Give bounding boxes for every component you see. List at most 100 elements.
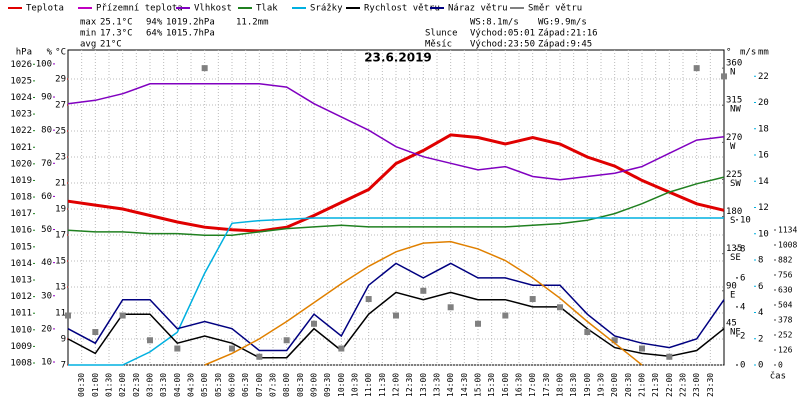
y-tick-label: 126 [778, 346, 793, 355]
y-tick-label: 27 [55, 100, 66, 110]
x-tick-label: 17:00 [528, 373, 537, 397]
line [67, 133, 725, 233]
line [204, 240, 643, 366]
x-tick-label: 00:30 [77, 373, 86, 397]
y-tick-label: 1021 [10, 143, 32, 153]
y-tick-label: 6 [758, 282, 763, 292]
y-tick-label: 180 [726, 207, 742, 217]
x-tick-label: 01:00 [91, 373, 100, 397]
info: Slunce [425, 29, 458, 39]
x-tick-label: 05:30 [214, 373, 223, 397]
y-tick-label: 882 [778, 256, 793, 265]
x-tick-label: 19:30 [597, 373, 606, 397]
x-tick-label: 07:00 [255, 373, 264, 397]
point [557, 304, 563, 311]
axis-title: °C [55, 48, 66, 58]
y-tick-label: 1019 [10, 176, 32, 186]
point [311, 320, 317, 327]
point [393, 312, 399, 319]
point [229, 345, 235, 352]
x-tick-label: 08:00 [282, 373, 291, 397]
info: Měsíc [425, 40, 452, 50]
stat: 25.1°C [100, 18, 133, 28]
y-tick-label: 1023 [10, 110, 32, 120]
y-tick-label: 90 [41, 93, 52, 103]
y-tick-label: 14 [758, 177, 769, 187]
axis-title: mm [758, 48, 769, 58]
y-tick-label: 30 [41, 291, 52, 301]
x-tick-label: 09:30 [323, 373, 332, 397]
direction-label: W [730, 142, 736, 152]
y-tick-label: 11 [55, 308, 66, 318]
x-tick-label: 11:30 [378, 373, 387, 397]
x-tick-label: 22:00 [665, 373, 674, 397]
x-tick-label: 07:30 [269, 373, 278, 397]
y-tick-label: 50 [41, 225, 52, 235]
x-tick-label: 14:00 [446, 373, 455, 397]
x-tick-label: 02:00 [118, 373, 127, 397]
legend-label: Srážky [310, 4, 343, 14]
y-tick-label: 21 [55, 178, 66, 188]
x-tick-label: 23:30 [706, 373, 715, 397]
y-tick-label: 0 [740, 361, 745, 371]
x-tick-label: 23:00 [692, 373, 701, 397]
y-tick-label: 1134 [778, 226, 797, 235]
legend-label: Přízemní teplota [96, 4, 183, 14]
y-tick-label: 1024 [10, 93, 32, 103]
y-tick-label: 1026 [10, 60, 32, 70]
y-tick-label: 22 [758, 72, 769, 82]
y-tick-label: 90 [726, 281, 737, 291]
x-tick-label: 11:00 [364, 373, 373, 397]
legend-label: Vlhkost [194, 4, 232, 14]
line [67, 83, 725, 181]
point [721, 73, 727, 80]
y-tick-label: 1022 [10, 126, 32, 136]
y-tick-label: 1008 [778, 241, 797, 250]
point [502, 312, 509, 319]
y-tick-label: 15 [55, 256, 66, 266]
y-tick-label: 1018 [10, 193, 32, 203]
y-tick-label: 45 [726, 318, 737, 328]
y-tick-label: 1015 [10, 242, 32, 252]
y-tick-label: 8 [740, 244, 745, 254]
point [611, 337, 618, 344]
y-tick-label: 9 [61, 334, 66, 344]
x-tick-label: 02:30 [132, 373, 141, 397]
axis-title: % [47, 48, 53, 58]
y-tick-label: 25 [55, 126, 66, 136]
point [693, 65, 700, 72]
point [365, 296, 372, 303]
x-tick-label: 03:00 [146, 373, 155, 397]
point [65, 312, 71, 319]
y-tick-label: 10 [41, 358, 52, 368]
axis-title: m/s [740, 48, 756, 58]
x-tick-label: 08:30 [296, 373, 305, 397]
stat: 11.2mm [236, 18, 269, 28]
y-tick-label: 1009 [10, 342, 32, 352]
y-tick-label: 1012 [10, 292, 32, 302]
y-tick-label: 17 [55, 230, 66, 240]
x-tick-label: 15:00 [474, 373, 483, 397]
direction-label: S [730, 216, 735, 226]
direction-label: SE [730, 253, 741, 263]
y-tick-label: 16 [758, 151, 769, 161]
y-tick-label: 20 [758, 98, 769, 108]
y-tick-label: 10 [740, 215, 751, 225]
x-tick-label: 04:30 [187, 373, 196, 397]
y-tick-label: 13 [55, 282, 66, 292]
x-tick-label: 12:30 [405, 373, 414, 397]
y-tick-label: 378 [778, 316, 793, 325]
line [67, 176, 725, 236]
legend-label: Náraz větru [448, 4, 508, 14]
legend-label: Rychlost větru [364, 4, 440, 14]
info: Východ:05:01 [470, 29, 535, 39]
direction-label: NW [730, 105, 741, 115]
point [529, 296, 536, 303]
y-tick-label: 10 [758, 229, 769, 239]
direction-label: NE [730, 327, 741, 337]
x-axis-label: čas [770, 371, 786, 382]
y-tick-label: 1014 [10, 259, 32, 269]
stat: 1019.2hPa [166, 18, 215, 28]
y-tick-label: 2 [758, 334, 763, 344]
x-tick-label: 22:30 [679, 373, 688, 397]
